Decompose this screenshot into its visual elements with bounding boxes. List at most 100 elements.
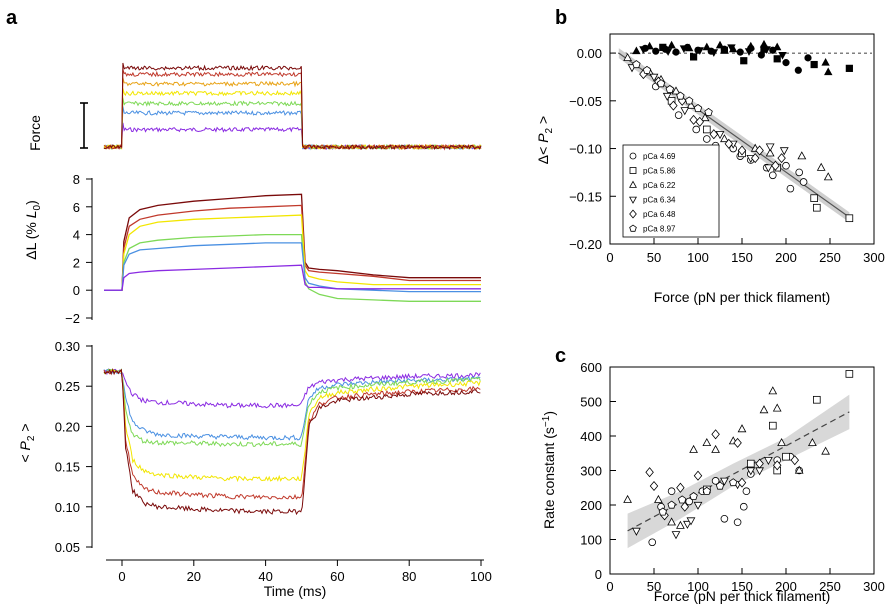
c-x-tick-label: 200 — [775, 579, 797, 594]
b-point-filled — [759, 39, 769, 48]
dl-y-ticks: −2 0 2 4 6 8 — [65, 172, 92, 326]
b-legend-label: pCa 8.97 — [643, 225, 676, 234]
c-point — [733, 518, 742, 527]
b-legend-marker — [629, 196, 637, 204]
force-trace-0 — [103, 122, 482, 150]
p2-ylabel-italic: P — [17, 440, 33, 450]
dl-y-tick-label: 2 — [73, 255, 80, 270]
b-legend-label: pCa 6.22 — [643, 181, 676, 190]
c-point — [677, 495, 687, 504]
b-point-filled — [685, 43, 694, 52]
b-point-open — [779, 147, 789, 156]
c-point — [702, 437, 712, 447]
b-point-open — [845, 214, 854, 223]
c-point — [794, 465, 804, 474]
c-y-tick-label: 400 — [580, 429, 602, 444]
c-ylabel: Rate constant (s−1) — [541, 411, 557, 529]
b-point-filled — [740, 57, 748, 65]
c-point — [676, 520, 685, 529]
b-ylabel-sub: 2 — [544, 127, 555, 133]
b-point-filled — [720, 46, 729, 54]
panel-a-p2: < P2 > 0.05 0.10 0.15 0.20 0.25 0.30 0 20 40 60 8… — [17, 339, 492, 599]
b-point-filled — [782, 59, 790, 67]
b-point-open — [676, 91, 685, 100]
b-legend-marker — [629, 152, 637, 160]
dl-ylabel-main: ΔL (% — [23, 218, 39, 260]
b-point-open — [755, 145, 764, 156]
c-point — [711, 477, 720, 485]
b-y-tick-label: −0.20 — [569, 237, 602, 252]
c-point — [645, 467, 654, 478]
b-point-filled — [672, 48, 680, 56]
c-point — [702, 486, 711, 495]
b-point-filled — [702, 42, 711, 51]
c-point — [623, 494, 632, 503]
p2-ylabel-left: < — [17, 450, 33, 462]
b-legend-label: pCa 4.69 — [643, 152, 676, 161]
b-legend-marker — [629, 209, 637, 219]
c-point — [683, 520, 692, 529]
b-point-open — [765, 148, 775, 157]
b-point-filled — [667, 40, 676, 49]
dl-trace-5 — [104, 264, 481, 291]
b-point-filled — [652, 47, 660, 55]
panel-b-ticks: 0 50 100 150 200 250 300 0.00 −0.05 −0.10 −0.15 −0.… — [569, 46, 885, 265]
c-x-tick-label: 150 — [731, 579, 753, 594]
b-point-open — [786, 184, 795, 193]
p2-y-tick-label: 0.05 — [55, 540, 80, 555]
b-point-open — [795, 168, 803, 177]
dl-ylabel-end: ) — [23, 200, 39, 205]
b-point-filled — [695, 47, 704, 55]
c-point — [693, 501, 703, 510]
b-point-open — [689, 114, 698, 125]
b-point-open — [797, 151, 807, 160]
b-y-tick-label: −0.10 — [569, 142, 602, 157]
p2-traces — [103, 368, 481, 516]
b-point-filled — [773, 42, 782, 51]
dl-y-tick-label: 6 — [73, 200, 80, 215]
b-point-filled — [727, 44, 736, 53]
p2-y-tick-label: 0.30 — [55, 339, 80, 354]
b-point-open — [720, 134, 729, 143]
b-point-open — [649, 73, 659, 82]
c-point — [693, 470, 703, 481]
b-point-open — [680, 107, 690, 116]
c-point — [680, 501, 690, 512]
b-legend: pCa 4.69 pCa 5.86 pCa 6.22 pCa 6.34 pCa 6.48… — [629, 152, 676, 234]
c-point — [739, 502, 748, 511]
b-point-open — [686, 100, 696, 109]
b-point-open — [632, 60, 641, 69]
force-trace-5 — [103, 69, 482, 151]
b-point-open — [703, 125, 711, 134]
b-point-open — [665, 85, 675, 93]
p2-trace-0 — [103, 368, 481, 409]
b-point-filled — [715, 40, 725, 49]
force-traces — [103, 62, 482, 151]
p2-ylabel: < P2 > — [17, 423, 37, 462]
panel-letter-b: b — [555, 7, 567, 29]
p2-ylabel-sub: 2 — [26, 435, 37, 441]
c-x-tick-label: 250 — [819, 579, 841, 594]
b-x-tick-label: 100 — [687, 250, 709, 265]
c-point — [685, 497, 693, 506]
force-label: Force — [27, 115, 43, 151]
c-point — [658, 507, 667, 516]
b-point-open — [782, 161, 790, 170]
b-point-open — [823, 172, 833, 181]
b-point-filled — [679, 45, 689, 54]
c-point — [649, 480, 659, 492]
dl-ylabel-italic: L — [23, 210, 39, 218]
p2-y-tick-label: 0.10 — [55, 500, 80, 515]
dl-y-tick-label: −2 — [65, 311, 80, 326]
b-point-open — [693, 104, 703, 112]
b-point-open — [810, 194, 818, 202]
b-point-open — [737, 145, 747, 156]
time-x-tick-label: 20 — [187, 569, 201, 584]
dl-trace-3 — [104, 233, 481, 302]
b-point-open — [695, 116, 705, 127]
b-point-open — [642, 65, 652, 74]
c-point — [772, 460, 782, 471]
b-point-open — [768, 171, 777, 180]
c-y-tick-label: 0 — [595, 567, 602, 582]
c-point — [689, 444, 698, 453]
